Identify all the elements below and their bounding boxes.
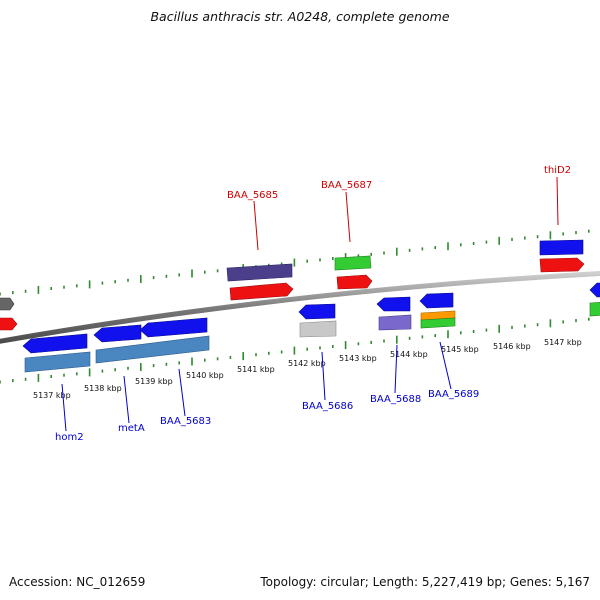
gene-label[interactable]: BAA_5686 (302, 401, 353, 412)
gene-leader-lines (61, 176, 559, 432)
gene-feature[interactable] (93, 324, 142, 343)
gene-label[interactable]: BAA_5683 (160, 416, 211, 427)
leader-line (61, 383, 67, 432)
scale-label: 5140 kbp (186, 371, 224, 380)
gene-feature[interactable] (336, 274, 373, 290)
scale-label: 5145 kbp (441, 345, 479, 354)
scale-labels: 5137 kbp 5138 kbp 5139 kbp 5140 kbp 5141… (33, 338, 582, 400)
gene-label[interactable]: metA (118, 423, 145, 434)
gene-feature[interactable] (0, 297, 15, 311)
gene-feature[interactable] (229, 282, 294, 301)
lower-features (22, 292, 456, 373)
map-title: Bacillus anthracis str. A0248, complete … (150, 9, 450, 24)
gene-feature[interactable] (589, 282, 600, 298)
gene-feature[interactable] (22, 333, 88, 354)
gene-feature[interactable] (334, 255, 372, 271)
gene-label[interactable]: BAA_5687 (321, 180, 372, 191)
gene-feature[interactable] (420, 317, 456, 329)
gene-feature[interactable] (298, 303, 336, 320)
scale-label: 5143 kbp (339, 354, 377, 363)
scale-label: 5138 kbp (84, 384, 122, 393)
accession-text: Accession: NC_012659 (9, 575, 146, 589)
scale-label: 5139 kbp (135, 377, 173, 386)
lower-scale-track (0, 317, 590, 384)
leader-line (394, 344, 398, 394)
gene-label[interactable]: hom2 (55, 432, 84, 443)
leader-line (123, 375, 130, 424)
leader-line (345, 191, 351, 243)
gene-feature[interactable] (24, 351, 91, 373)
leader-line (439, 341, 452, 390)
gene-feature[interactable] (419, 292, 454, 309)
scale-label: 5144 kbp (390, 350, 428, 359)
gene-label[interactable]: thiD2 (544, 165, 571, 176)
gene-feature[interactable] (299, 320, 337, 338)
gene-feature[interactable] (589, 302, 600, 317)
scale-label: 5137 kbp (33, 391, 71, 400)
upper-features (0, 239, 600, 331)
scale-label: 5141 kbp (237, 365, 275, 374)
gene-feature[interactable] (378, 314, 412, 331)
leader-line (321, 351, 326, 401)
scale-label: 5146 kbp (493, 342, 531, 351)
gene-labels-top: BAA_5685 BAA_5687 thiD2 (227, 165, 571, 201)
upper-scale-track (0, 229, 590, 296)
scale-label: 5147 kbp (544, 338, 582, 347)
gene-feature[interactable] (0, 317, 18, 331)
genome-backbone (0, 271, 600, 344)
gene-feature[interactable] (139, 317, 208, 338)
gene-feature[interactable] (95, 335, 210, 364)
leader-line (253, 200, 259, 251)
gene-feature[interactable] (539, 257, 585, 273)
gene-label[interactable]: BAA_5688 (370, 394, 421, 405)
scale-label: 5142 kbp (288, 359, 326, 368)
leader-line (178, 368, 186, 417)
gene-feature[interactable] (226, 263, 293, 282)
gene-label[interactable]: BAA_5685 (227, 190, 278, 201)
gene-feature[interactable] (376, 296, 411, 312)
genome-summary-text: Topology: circular; Length: 5,227,419 bp… (260, 575, 590, 589)
gene-feature[interactable] (539, 239, 584, 256)
gene-labels-bottom: hom2 metA BAA_5683 BAA_5686 BAA_5688 BAA… (55, 389, 479, 443)
leader-line (556, 176, 559, 226)
gene-label[interactable]: BAA_5689 (428, 389, 479, 400)
